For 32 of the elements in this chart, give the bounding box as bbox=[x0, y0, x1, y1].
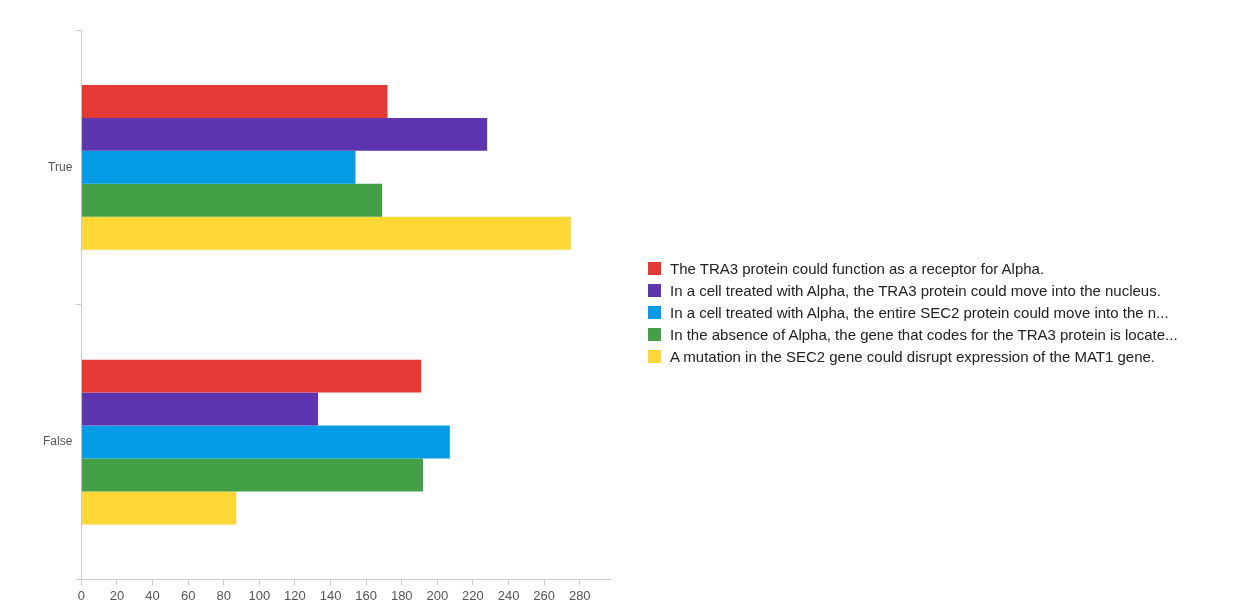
x-tick-label: 280 bbox=[568, 587, 591, 603]
y-tick-label: False bbox=[43, 434, 73, 449]
x-tick-label: 140 bbox=[319, 587, 342, 603]
x-tick-label: 240 bbox=[497, 587, 520, 603]
x-tick-label: 20 bbox=[109, 587, 125, 603]
x-tick-label: 0 bbox=[77, 587, 85, 603]
legend-label: A mutation in the SEC2 gene could disrupt expression of the MAT1 gene. bbox=[670, 347, 1156, 365]
x-tick-label: 40 bbox=[145, 587, 160, 603]
bar bbox=[81, 458, 424, 492]
x-tick-label: 200 bbox=[426, 587, 449, 603]
x-tick-label: 120 bbox=[284, 587, 306, 603]
legend-label: In the absence of Alpha, the gene that codes for the TRA3 protein is locate... bbox=[670, 325, 1178, 343]
x-tick-label: 100 bbox=[248, 587, 271, 603]
x-tick-label: 160 bbox=[355, 587, 377, 603]
bar bbox=[81, 359, 422, 393]
legend-label: The TRA3 protein could function as a receptor for Alpha. bbox=[670, 259, 1045, 277]
bar bbox=[81, 84, 388, 118]
x-tick-label: 180 bbox=[390, 587, 413, 603]
bar bbox=[81, 150, 356, 184]
bar bbox=[81, 117, 488, 151]
bar bbox=[81, 216, 571, 250]
x-tick-label: 80 bbox=[216, 587, 231, 603]
x-tick-label: 60 bbox=[180, 587, 196, 603]
legend-label: In a cell treated with Alpha, the entire SEC2 protein could move into the n... bbox=[670, 303, 1169, 321]
legend-label: In a cell treated with Alpha, the TRA3 protein could move into the nucleus. bbox=[670, 281, 1161, 299]
x-tick-label: 260 bbox=[533, 587, 555, 603]
bar bbox=[81, 392, 319, 426]
bar bbox=[81, 425, 450, 459]
y-tick-label: True bbox=[48, 159, 73, 174]
bar bbox=[81, 491, 237, 525]
bar bbox=[81, 183, 383, 217]
x-tick-label: 220 bbox=[462, 587, 484, 603]
